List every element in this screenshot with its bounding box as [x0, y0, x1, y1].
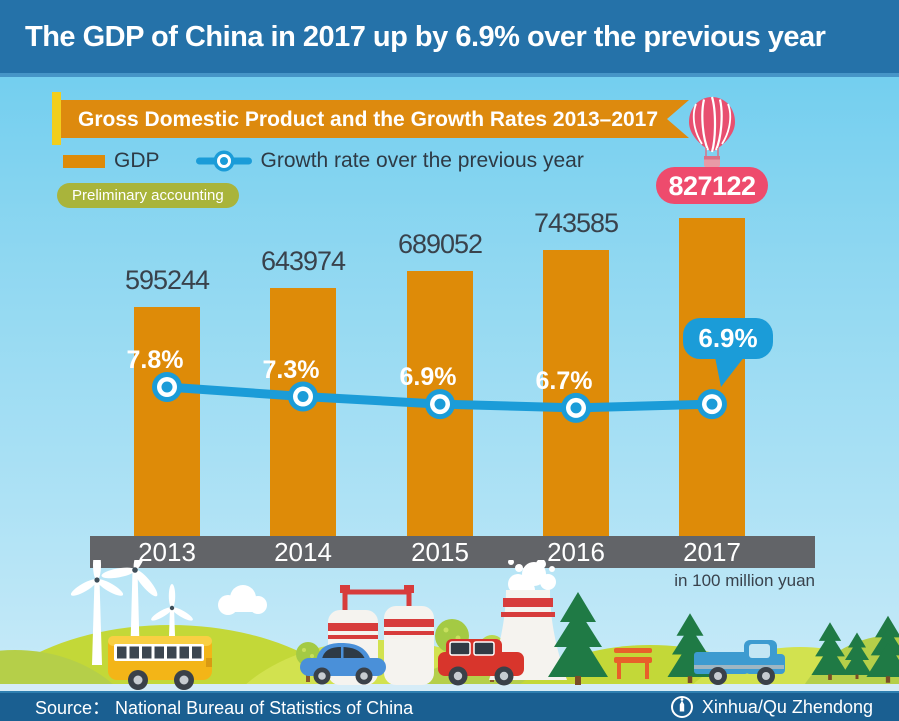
year-label: 2016: [547, 537, 605, 567]
bench-icon: [614, 648, 652, 679]
bus-icon: [108, 636, 212, 690]
credit: Xinhua/Qu Zhendong: [670, 695, 899, 719]
gdp-bar: [407, 271, 473, 536]
growth-rate-legend-label: Growth rate over the previous year: [260, 149, 584, 172]
chart-title: Gross Domestic Product and the Growth Ra…: [78, 108, 659, 131]
growth-rate-label: 7.8%: [126, 346, 184, 374]
gdp-value-label: 743585: [533, 208, 619, 238]
gdp-legend-swatch: [63, 154, 105, 168]
hot-air-balloon-icon: [689, 96, 735, 167]
cloud-icon: [218, 585, 267, 615]
growth-rate-label: 6.7%: [535, 366, 593, 395]
ribbon-accent-stripe: [52, 92, 61, 145]
unit-note: in 100 million yuan: [674, 571, 815, 590]
economy-illustration: [0, 560, 899, 691]
year-label: 2014: [274, 537, 332, 567]
gdp-value-label: 595244: [124, 265, 210, 295]
gdp-value-label: 689052: [397, 229, 483, 259]
growth-rate-label: 6.9%: [399, 363, 457, 392]
gdp-bar: [679, 218, 745, 536]
gdp-value-label: 643974: [260, 246, 346, 276]
credit-label: Xinhua/Qu Zhendong: [701, 696, 873, 717]
year-label: 2017: [683, 537, 741, 567]
gdp-highlight-badge: 827122: [656, 167, 768, 204]
preliminary-accounting-badge: Preliminary accounting: [57, 183, 239, 208]
xinhua-logo: [670, 696, 693, 718]
page-title: The GDP of China in 2017 up by 6.9% over…: [25, 21, 826, 53]
gdp-bar: [134, 307, 200, 536]
chart-legend: GDP Growth rate over the previous year: [63, 147, 584, 175]
growth-rate-label: 7.3%: [262, 355, 320, 384]
gdp-bar: [270, 288, 336, 536]
chart-title-ribbon: Gross Domestic Product and the Growth Ra…: [61, 100, 689, 138]
year-label: 2013: [138, 537, 196, 567]
x-axis-band: 2013 2014 2015 2016 2017: [90, 536, 815, 568]
growth-rate-legend-marker-icon: [195, 150, 252, 172]
car-blue-icon: [300, 643, 386, 685]
pickup-truck-icon: [694, 640, 785, 685]
gdp-legend-label: GDP: [114, 149, 160, 172]
growth-rate-bubble: 6.9%: [683, 318, 773, 359]
title-bar: The GDP of China in 2017 up by 6.9% over…: [0, 0, 899, 77]
suv-red-icon: [438, 639, 524, 686]
year-label: 2015: [411, 537, 469, 567]
source-label: Source： National Bureau of Statistics of…: [35, 698, 414, 718]
footer-bar: Source： National Bureau of Statistics of…: [0, 691, 899, 721]
